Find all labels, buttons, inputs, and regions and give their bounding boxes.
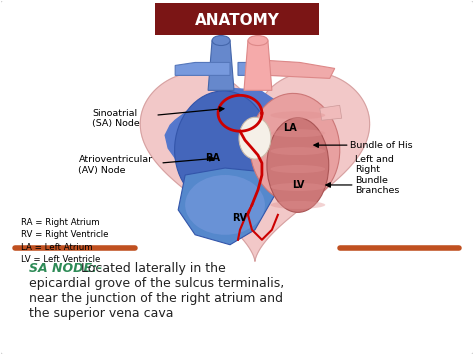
Text: Left and
Right
Bundle
Branches: Left and Right Bundle Branches [355,155,399,195]
Polygon shape [238,62,310,75]
Ellipse shape [267,118,329,212]
Polygon shape [208,40,234,90]
FancyBboxPatch shape [155,3,319,34]
Ellipse shape [239,117,271,159]
Ellipse shape [270,147,325,155]
Polygon shape [244,40,272,90]
Polygon shape [320,105,342,120]
Polygon shape [165,88,280,180]
Text: Atrioventricular
(AV) Node: Atrioventricular (AV) Node [79,155,153,175]
Polygon shape [268,60,335,78]
Text: RA = Right Atrium
RV = Right Ventricle
LA = Left Atrium
LV = Left Ventricle: RA = Right Atrium RV = Right Ventricle L… [21,218,108,264]
Text: Bundle of His: Bundle of His [350,141,412,149]
Text: RA: RA [206,153,220,163]
Ellipse shape [270,111,325,119]
Text: LV: LV [292,180,304,190]
Ellipse shape [174,91,270,205]
Ellipse shape [248,36,268,45]
Ellipse shape [185,175,265,235]
Ellipse shape [270,183,325,191]
Text: RV: RV [232,213,247,223]
Polygon shape [178,168,275,245]
Polygon shape [140,72,370,261]
Text: ANATOMY: ANATOMY [194,13,280,28]
Ellipse shape [270,165,325,173]
Ellipse shape [250,93,340,203]
Text: SA NODE:-: SA NODE:- [28,262,102,275]
Text: LA: LA [283,123,297,133]
Ellipse shape [270,129,325,137]
Ellipse shape [212,36,230,45]
Text: Sinoatrial
(SA) Node: Sinoatrial (SA) Node [92,109,140,128]
Polygon shape [175,62,230,75]
Ellipse shape [270,201,325,209]
Text: Located laterally in the
epicardial grove of the sulcus terminalis,
near the jun: Located laterally in the epicardial grov… [28,262,284,320]
